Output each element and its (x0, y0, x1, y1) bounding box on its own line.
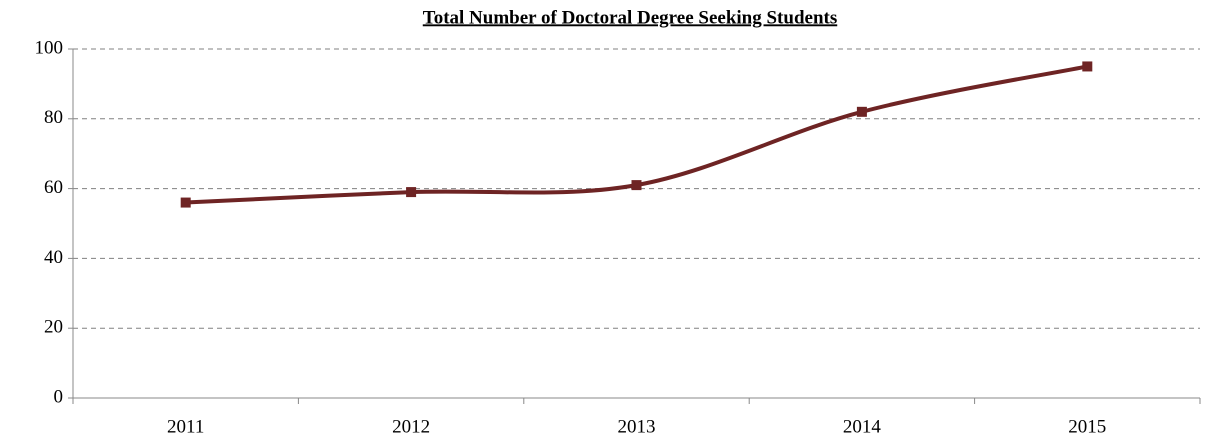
marker (856, 106, 867, 117)
chart-title: Total Number of Doctoral Degree Seeking … (423, 7, 837, 28)
y-tick-label: 100 (35, 37, 64, 58)
x-tick-label: 2014 (843, 416, 882, 437)
y-tick-label: 80 (44, 107, 63, 128)
marker (180, 197, 191, 208)
marker (1082, 61, 1093, 72)
x-tick-label: 2015 (1068, 416, 1106, 437)
x-tick-label: 2011 (167, 416, 204, 437)
marker (631, 180, 642, 191)
y-tick-label: 0 (54, 386, 64, 407)
y-tick-label: 40 (44, 247, 63, 268)
y-tick-label: 60 (44, 177, 63, 198)
y-tick-label: 20 (44, 317, 63, 338)
marker (406, 187, 417, 198)
x-tick-label: 2013 (618, 416, 656, 437)
x-tick-label: 2012 (392, 416, 430, 437)
